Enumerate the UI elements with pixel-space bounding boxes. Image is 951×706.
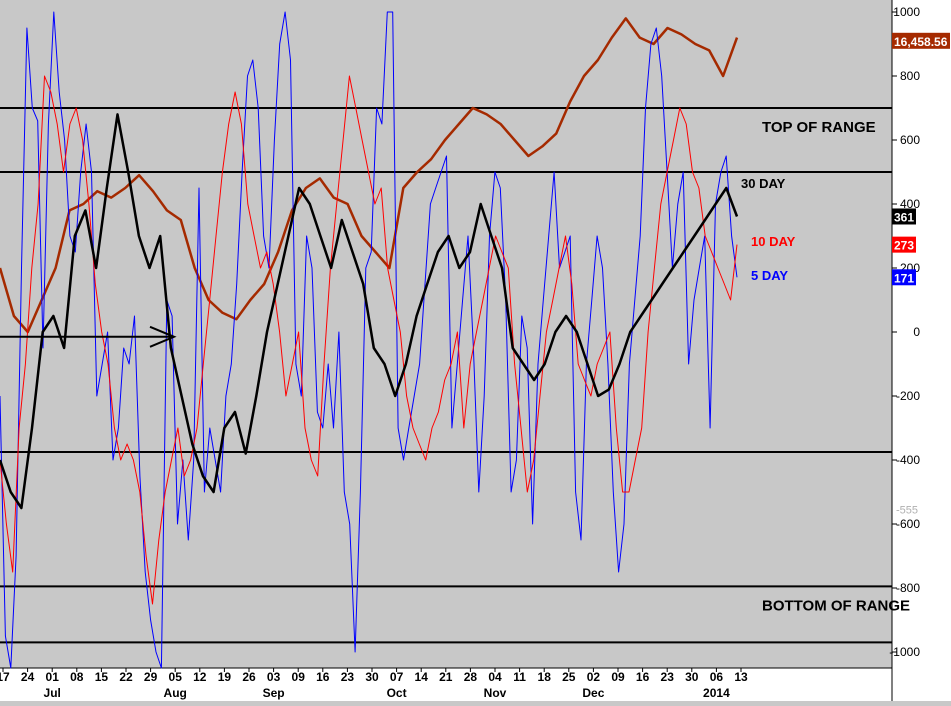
series-label-2: 30 DAY (741, 176, 786, 191)
value-badge-bg-2 (892, 236, 916, 253)
x-tick-label-13: 16 (316, 670, 330, 684)
x-tick-label-28: 30 (685, 670, 699, 684)
plot-background (0, 0, 892, 668)
x-month-label-4: Nov (484, 686, 507, 700)
x-tick-label-3: 08 (70, 670, 84, 684)
series-lines (0, 11, 739, 669)
x-tick-label-7: 05 (169, 670, 183, 684)
x-axis-ticks: 17 24 01 08 15 22 29 05 12 19 26 03 09 16 23 30 07 14 21 28… (0, 668, 748, 700)
y-tick-label-5: 0 (913, 325, 920, 339)
x-tick-label-5: 22 (119, 670, 133, 684)
reference-label-0: TOP OF RANGE (762, 119, 876, 136)
x-tick-label-22: 18 (538, 670, 552, 684)
x-tick-label-14: 23 (341, 670, 355, 684)
series-label-0: 5 DAY (751, 268, 788, 283)
ghost-value-label: -555 (896, 505, 918, 517)
x-tick-label-20: 04 (488, 670, 502, 684)
series-line-0 (0, 11, 738, 669)
x-tick-label-15: 30 (365, 670, 379, 684)
value-badge-bg-0 (892, 32, 950, 49)
x-month-label-1: Aug (164, 686, 187, 700)
x-axis-panel (0, 668, 892, 701)
y-tick-label-0: 1000 (893, 5, 920, 19)
x-tick-label-21: 11 (513, 670, 526, 684)
reference-lines (0, 107, 892, 644)
x-tick-label-4: 15 (95, 670, 109, 684)
series-line-3 (0, 17, 739, 334)
x-tick-label-25: 09 (611, 670, 625, 684)
value-badge-2: 273 (894, 239, 914, 253)
x-tick-label-2: 01 (46, 670, 60, 684)
x-tick-label-17: 14 (415, 670, 429, 684)
x-month-label-2: Sep (263, 686, 285, 700)
arrow-head (149, 325, 177, 348)
x-tick-label-19: 28 (464, 670, 478, 684)
x-tick-label-18: 21 (439, 670, 453, 684)
series-label-1: 10 DAY (751, 234, 796, 249)
series-line-1 (0, 75, 738, 605)
x-month-label-0: Jul (44, 686, 61, 700)
x-tick-label-11: 03 (267, 670, 281, 684)
value-badge-bg-1 (892, 208, 916, 225)
y-tick-label-9: -800 (896, 581, 920, 595)
value-badge-3: 171 (894, 271, 914, 285)
x-tick-label-26: 16 (636, 670, 650, 684)
value-badge-0: 16,458.56 (894, 35, 948, 49)
x-tick-label-12: 09 (292, 670, 306, 684)
x-tick-label-23: 25 (562, 670, 576, 684)
x-tick-label-24: 02 (587, 670, 601, 684)
y-axis-panel (892, 0, 951, 701)
value-badge-1: 361 (894, 210, 914, 224)
y-tick-label-7: -400 (896, 453, 920, 467)
x-tick-label-29: 06 (710, 670, 724, 684)
value-badge-bg-3 (892, 269, 916, 286)
y-tick-label-2: 600 (900, 133, 920, 147)
x-month-label-3: Oct (387, 686, 407, 700)
x-tick-label-8: 12 (193, 670, 207, 684)
series-labels: TOP OF RANGE BOTTOM OF RANGE 5 DAY 10 DAY 30… (741, 119, 910, 614)
arrow-annotation (0, 325, 177, 348)
x-month-label-6: 2014 (703, 686, 730, 700)
x-month-label-5: Dec (582, 686, 604, 700)
x-tick-label-27: 23 (661, 670, 675, 684)
y-tick-label-1: 800 (900, 69, 920, 83)
y-axis-ticks: 10008006004002000-200-400-600-800-1000-5… (889, 5, 950, 659)
y-tick-label-3: 400 (900, 197, 920, 211)
y-tick-label-8: -600 (896, 517, 920, 531)
reference-label-3: BOTTOM OF RANGE (762, 597, 910, 614)
x-tick-label-9: 19 (218, 670, 232, 684)
x-tick-label-16: 07 (390, 670, 404, 684)
x-tick-label-0: 17 (0, 670, 10, 684)
x-tick-label-6: 29 (144, 670, 158, 684)
y-tick-label-10: -1000 (889, 645, 920, 659)
x-tick-label-30: 13 (734, 670, 748, 684)
y-tick-label-6: -200 (896, 389, 920, 403)
x-tick-label-1: 24 (21, 670, 35, 684)
series-line-2 (0, 113, 739, 510)
x-tick-label-10: 26 (242, 670, 256, 684)
